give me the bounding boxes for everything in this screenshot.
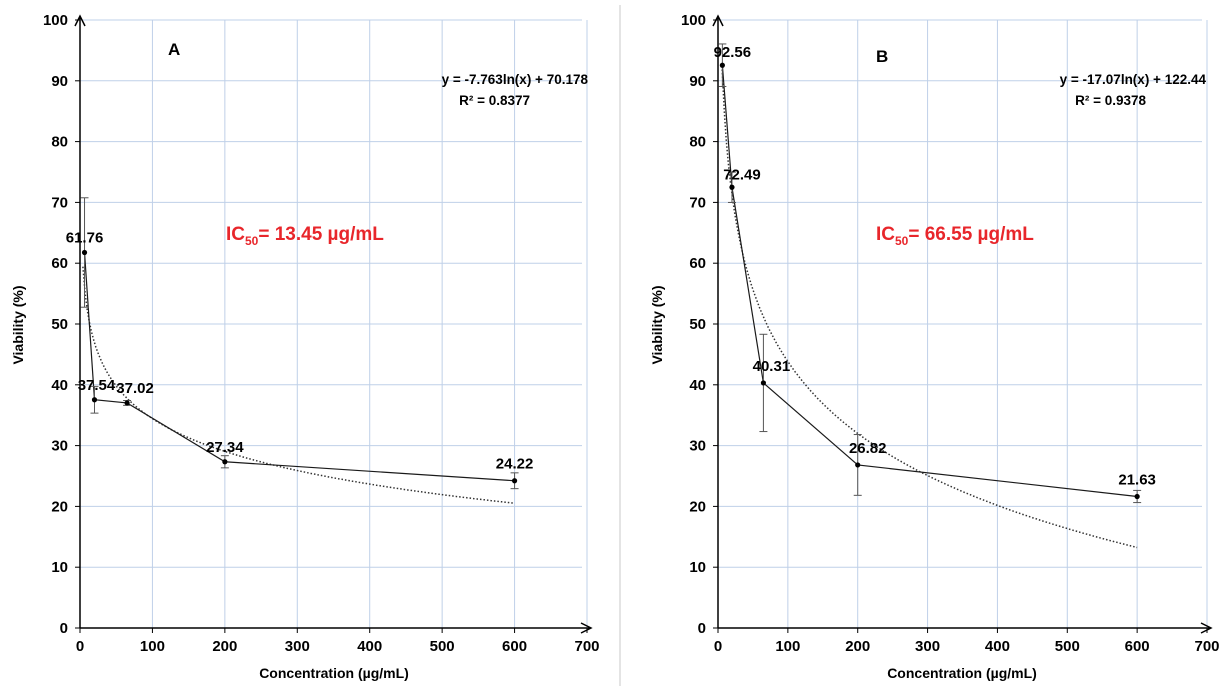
x-tick-label: 600 bbox=[1125, 638, 1150, 655]
y-tick-label: 100 bbox=[681, 12, 706, 29]
y-tick-label: 70 bbox=[51, 194, 68, 211]
plot-area-a: 0 100 200 300 400 500 600 700 0 10 20 30 40 50 60 70 80 9… bbox=[43, 12, 600, 655]
y-axis-arrow bbox=[74, 14, 86, 27]
y-tick-label: 90 bbox=[689, 73, 706, 90]
x-tick-label: 300 bbox=[915, 638, 940, 655]
r-squared-b: R² = 0.9378 bbox=[1075, 93, 1146, 108]
x-tick-label: 500 bbox=[1055, 638, 1080, 655]
y-tick-label: 90 bbox=[51, 73, 68, 90]
data-label: 61.76 bbox=[66, 229, 104, 246]
ic50-subscript-b: 50 bbox=[895, 234, 909, 248]
y-tick-label: 70 bbox=[689, 194, 706, 211]
series-line-b bbox=[721, 65, 1138, 498]
data-point bbox=[760, 380, 767, 386]
data-point bbox=[222, 459, 228, 465]
ic50-annotation-b: IC50= 66.55 µg/mL bbox=[876, 224, 1034, 248]
x-tick-label: 500 bbox=[430, 638, 455, 655]
x-axis-arrow bbox=[1200, 622, 1213, 634]
x-axis-arrow bbox=[580, 622, 593, 634]
x-axis-title-a: Concentration (µg/mL) bbox=[259, 665, 409, 681]
y-axis-arrow bbox=[712, 14, 724, 27]
x-tick-label: 400 bbox=[985, 638, 1010, 655]
x-tick-label: 200 bbox=[845, 638, 870, 655]
y-tick-label: 50 bbox=[689, 316, 706, 333]
y-axis-title-a: Viability (%) bbox=[10, 285, 26, 364]
y-axis-title-b: Viability (%) bbox=[649, 285, 665, 364]
data-label: 40.31 bbox=[753, 358, 791, 375]
y-tick-label: 30 bbox=[689, 438, 706, 455]
data-label: 26.82 bbox=[849, 440, 887, 457]
chart-panel-b: 0 100 200 300 400 500 600 700 0 10 20 30 40 50 60 70 80 9… bbox=[649, 12, 1220, 681]
ic50-value-b: = 66.55 µg/mL bbox=[908, 224, 1034, 245]
plot-area-b: 0 100 200 300 400 500 600 700 0 10 20 30 40 50 60 70 80 9… bbox=[681, 12, 1220, 655]
x-tick-label: 0 bbox=[714, 638, 722, 655]
ic50-annotation-a: IC50= 13.45 µg/mL bbox=[226, 224, 384, 248]
ic50-subscript-a: 50 bbox=[245, 234, 259, 248]
y-tick-label: 100 bbox=[43, 12, 68, 29]
y-tick-label: 30 bbox=[51, 438, 68, 455]
data-label: 37.54 bbox=[78, 377, 116, 394]
x-tick-label: 700 bbox=[574, 638, 599, 655]
y-tick-label: 40 bbox=[51, 377, 68, 394]
panel-letter-a: A bbox=[168, 40, 180, 59]
chart-panel-a: 0 100 200 300 400 500 600 700 0 10 20 30 40 50 60 70 80 9… bbox=[10, 12, 600, 681]
x-axis-title-b: Concentration (µg/mL) bbox=[887, 665, 1037, 681]
trendline-equation-b: y = -17.07ln(x) + 122.44 bbox=[1060, 72, 1207, 87]
data-label: 21.63 bbox=[1118, 471, 1156, 488]
ic50-prefix-a: IC bbox=[226, 224, 245, 245]
y-tick-label: 0 bbox=[698, 620, 706, 637]
y-tick-label: 10 bbox=[689, 559, 706, 576]
y-tick-label: 10 bbox=[51, 559, 68, 576]
x-tick-label: 300 bbox=[285, 638, 310, 655]
x-tick-label: 700 bbox=[1194, 638, 1219, 655]
r-squared-a: R² = 0.8377 bbox=[459, 93, 530, 108]
data-label: 72.49 bbox=[723, 166, 761, 183]
data-point bbox=[511, 478, 518, 484]
ic50-prefix-b: IC bbox=[876, 224, 895, 245]
data-point bbox=[729, 184, 735, 190]
y-tick-label: 60 bbox=[51, 255, 68, 272]
series-line-a bbox=[83, 252, 515, 482]
y-tick-label: 50 bbox=[51, 316, 68, 333]
x-tick-label: 600 bbox=[502, 638, 527, 655]
y-tick-label: 60 bbox=[689, 255, 706, 272]
data-label: 24.22 bbox=[496, 456, 534, 473]
data-point bbox=[855, 462, 861, 468]
data-label: 37.02 bbox=[116, 380, 154, 397]
y-tick-label: 80 bbox=[689, 134, 706, 151]
data-point bbox=[719, 62, 725, 68]
x-tick-label: 100 bbox=[140, 638, 165, 655]
x-tick-label: 100 bbox=[775, 638, 800, 655]
y-tick-label: 0 bbox=[60, 620, 68, 637]
y-tick-label: 20 bbox=[689, 498, 706, 515]
trendline-a bbox=[82, 266, 515, 504]
trendline-equation-a: y = -7.763ln(x) + 70.178 bbox=[442, 72, 589, 87]
y-tick-label: 20 bbox=[51, 498, 68, 515]
x-tick-label: 400 bbox=[357, 638, 382, 655]
data-point bbox=[124, 400, 130, 406]
data-point bbox=[81, 249, 88, 256]
x-tick-label: 200 bbox=[212, 638, 237, 655]
data-label: 92.56 bbox=[714, 44, 752, 61]
panel-letter-b: B bbox=[876, 47, 888, 66]
data-label: 27.34 bbox=[206, 439, 244, 456]
ic50-value-a: = 13.45 µg/mL bbox=[258, 224, 384, 245]
data-point bbox=[91, 397, 98, 403]
x-tick-label: 0 bbox=[76, 638, 84, 655]
y-tick-label: 40 bbox=[689, 377, 706, 394]
trendline-b bbox=[721, 69, 1138, 549]
y-tick-label: 80 bbox=[51, 134, 68, 151]
data-point bbox=[1134, 493, 1140, 500]
